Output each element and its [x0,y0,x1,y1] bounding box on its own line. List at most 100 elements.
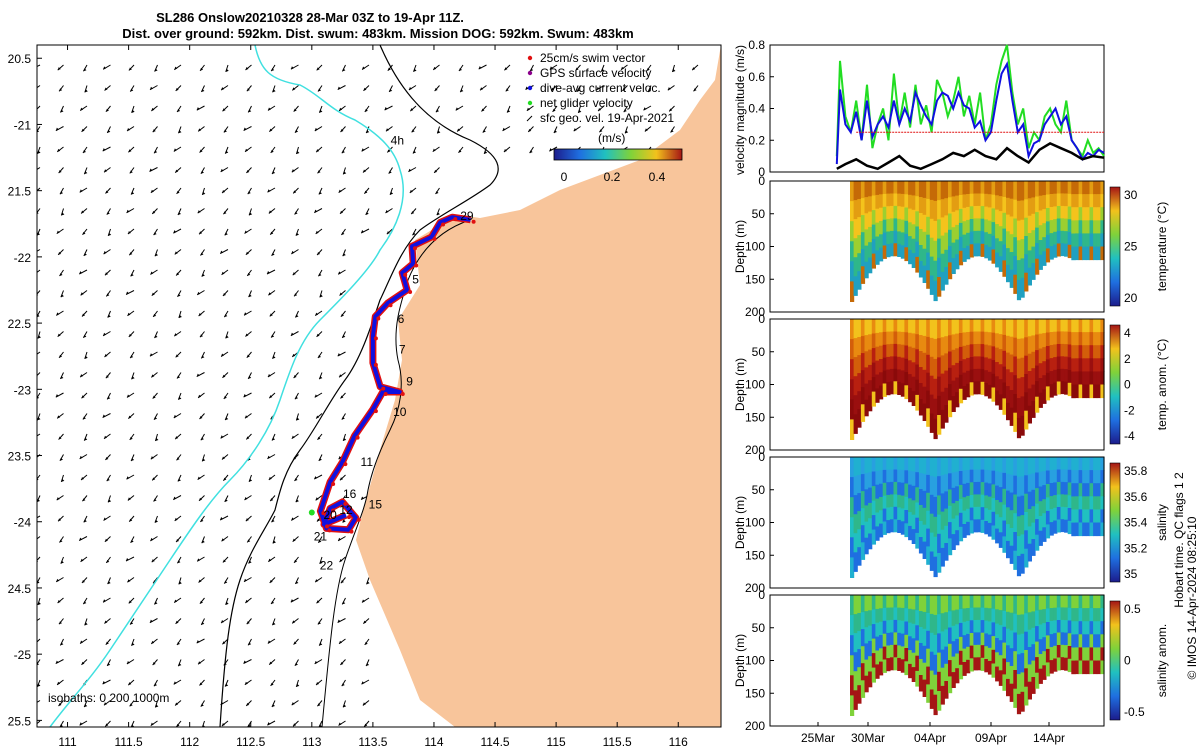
colorbar-tick-label: 20 [1124,291,1138,305]
section-cell [1024,548,1029,568]
section-cell [918,611,924,628]
section-cell [1082,345,1087,359]
section-cell [1071,522,1076,537]
swim-vector-dot [347,515,352,520]
section-cell [1093,457,1098,471]
section-cell [1002,504,1007,521]
section-cell [1045,662,1051,677]
section-cell [875,194,880,210]
section-cell [933,280,938,302]
section-cell [995,209,1000,225]
sfc-velocity-arrowhead [32,251,35,254]
section-cell [922,335,927,354]
sfc-velocity-arrowhead [366,663,370,667]
sfc-velocity-arrowhead [197,291,201,295]
section-cell [987,181,993,195]
sfc-velocity-arrowhead [82,149,86,153]
section-cell [908,236,913,251]
section-cell [1027,371,1032,389]
sfc-velocity-arrowhead [84,89,88,93]
section-cell [977,481,982,495]
section-cell [871,224,876,240]
section-colorbar [1109,324,1121,445]
sfc-velocity-arrowhead [245,251,249,255]
section-cell [1002,366,1007,383]
section-cell [893,506,898,520]
sfc-velocity-arrowhead [198,579,202,583]
time-tick-label: 30Mar [851,731,885,745]
section-cell [1078,608,1083,622]
section-cell [977,243,982,257]
section-cell [987,358,993,373]
section-cell [922,645,927,664]
section-cell [886,218,891,232]
sfc-velocity-arrowhead [58,170,62,174]
section-cell [886,595,891,609]
section-cell [995,666,1000,682]
section-cell [875,664,880,679]
section-cell [948,489,953,507]
section-cell [940,355,945,375]
sfc-velocity-arrowhead [316,682,320,686]
section-cell [853,414,858,434]
section-cell [1082,246,1087,261]
section-cell [962,524,967,538]
sfc-velocity-arrowhead [243,660,247,664]
section-cell [991,194,996,209]
sfc-velocity-arrowhead [126,558,129,561]
sfc-velocity-arrowhead [82,498,86,502]
section-cell [926,198,931,218]
section-cell [926,684,931,703]
section-cell [1013,595,1018,615]
section-cell [1006,335,1011,354]
section-cell [1078,457,1083,471]
section-cell [1009,354,1014,373]
section-cell [893,205,898,219]
section-cell [973,368,978,382]
section-cell [1045,608,1051,623]
section-cell [922,265,927,283]
sfc-velocity-arrowhead [83,519,87,523]
sfc-velocity-arrowhead [103,702,107,706]
section-cell [995,333,1000,349]
section-cell [1013,237,1018,257]
depth-tick-label: 150 [745,686,765,700]
section-cell [1002,536,1007,553]
sfc-velocity-arrowhead [528,128,532,132]
section-cell [966,332,971,346]
section-cell [908,663,913,679]
section-cell [911,319,916,334]
section-cell [1002,626,1007,644]
section-cell [897,193,902,207]
sfc-velocity-arrowhead [364,190,368,194]
section-cell [922,369,927,388]
section-cell [868,656,873,672]
section-cell [933,240,938,262]
map-y-tick-label: 21.5 [8,185,32,199]
section-cell [991,360,996,375]
sfc-velocity-arrowhead [339,558,343,562]
section-cell [1035,488,1040,505]
section-cell [1045,359,1051,374]
section-cell [1071,457,1076,471]
section-cell [864,399,869,417]
section-cell [1067,457,1072,471]
section-cell [918,473,924,490]
section-cell [1093,660,1098,675]
section-cell [857,511,862,530]
section-cell [987,621,993,636]
section-cell [926,234,931,254]
sfc-velocity-arrowhead [33,620,36,623]
day-label: 4h [391,133,404,147]
section-cell [1024,650,1029,669]
section-cell [900,383,905,397]
sfc-velocity-arrowhead [103,332,107,336]
section-cell [1053,645,1058,659]
sfc-velocity-arrowhead [268,558,272,562]
section-cell [1075,509,1080,523]
section-cell [900,457,905,471]
colorbar-label: temperature (°C) [1155,202,1169,292]
section-cell [962,457,967,471]
section-cell [998,655,1003,671]
section-cell [1082,621,1087,635]
